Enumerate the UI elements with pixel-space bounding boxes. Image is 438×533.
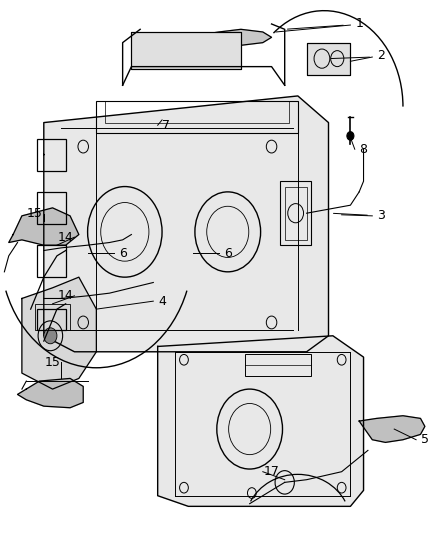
Text: 17: 17 (264, 465, 279, 478)
Polygon shape (158, 336, 364, 506)
Text: 4: 4 (158, 295, 166, 308)
Bar (37, 139, 66, 171)
Text: 3: 3 (377, 209, 385, 222)
Polygon shape (359, 416, 425, 442)
Bar (245, 354, 311, 376)
Circle shape (347, 132, 354, 140)
Bar (285, 187, 307, 240)
Text: 7: 7 (162, 119, 170, 132)
Bar (307, 43, 350, 75)
Text: 2: 2 (377, 50, 385, 62)
Bar (307, 43, 350, 75)
Text: 15: 15 (27, 207, 43, 220)
Bar (96, 101, 298, 133)
Bar (105, 101, 289, 123)
Polygon shape (9, 208, 79, 245)
Text: 14: 14 (58, 231, 74, 244)
Text: 5: 5 (421, 433, 429, 446)
Text: 15: 15 (45, 356, 60, 369)
Polygon shape (18, 378, 83, 408)
Bar (37, 309, 66, 330)
Bar (35, 304, 70, 330)
Bar (37, 245, 66, 277)
Bar (131, 32, 241, 69)
Text: 14: 14 (58, 289, 74, 302)
Text: 6: 6 (224, 247, 232, 260)
Text: 6: 6 (119, 247, 127, 260)
Circle shape (44, 328, 57, 344)
Polygon shape (22, 277, 96, 389)
Text: 1: 1 (355, 18, 363, 30)
Polygon shape (44, 96, 328, 352)
Bar (37, 192, 66, 224)
Text: 8: 8 (360, 143, 367, 156)
Bar (280, 181, 311, 245)
Polygon shape (201, 29, 272, 45)
Bar (131, 32, 241, 69)
